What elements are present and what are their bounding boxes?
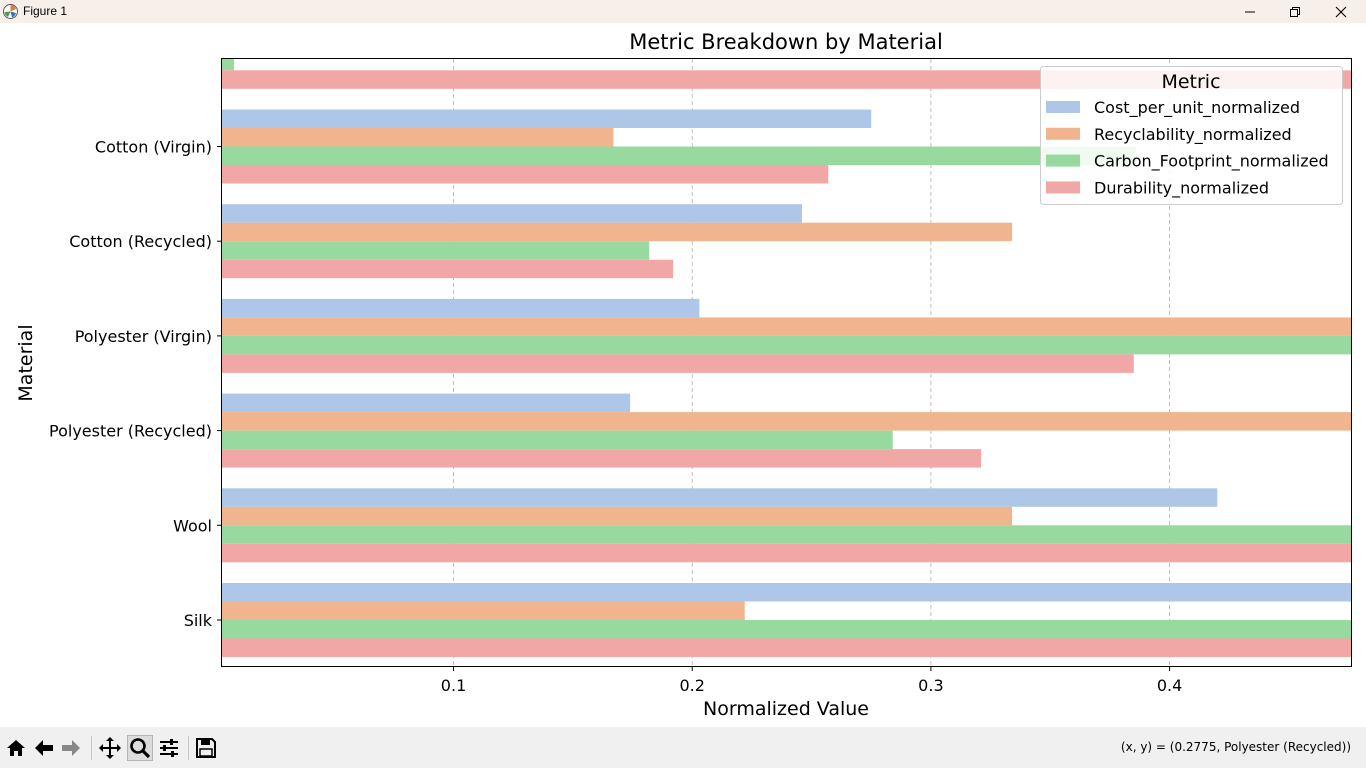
zoom-button[interactable]: [127, 735, 153, 761]
close-button[interactable]: [1318, 0, 1364, 23]
bars: [222, 59, 1351, 657]
bar: [222, 638, 1351, 657]
x-ticks: 0.1 0.2 0.3 0.4: [441, 666, 1182, 695]
legend-box: [1040, 66, 1343, 205]
bar: [222, 109, 872, 128]
toolbar-separator: [188, 736, 189, 760]
bar: [222, 146, 1137, 165]
matplotlib-icon: [3, 4, 18, 19]
legend-swatch: [1046, 101, 1080, 113]
bar: [222, 488, 1218, 507]
bar: [222, 165, 829, 184]
bar: [222, 583, 1351, 602]
legend-entry: Recyclability_normalized: [1094, 125, 1292, 145]
pan-button[interactable]: [97, 735, 123, 761]
navigation-toolbar: (x, y) = (0.2775, Polyester (Recycled)): [0, 727, 1366, 768]
x-axis-label: Normalized Value: [703, 698, 869, 720]
chart-title: Metric Breakdown by Material: [629, 30, 943, 54]
bar: [222, 59, 234, 71]
bar: [222, 543, 1351, 563]
bar: [222, 241, 650, 260]
bar: [222, 601, 745, 620]
forward-button[interactable]: [58, 735, 84, 761]
legend-swatch: [1046, 181, 1080, 194]
toolbar-separator: [91, 736, 92, 760]
forward-arrow-icon: [62, 740, 80, 756]
bar: [222, 222, 1013, 242]
y-ticks: Cotton (Virgin) Cotton (Recycled) Polyeste…: [49, 138, 222, 630]
bar: [222, 335, 1351, 355]
chart: Metric Breakdown by Material Cotton (Vir…: [15, 30, 1352, 720]
bar: [222, 430, 893, 450]
y-tick-label: Polyester (Recycled): [49, 422, 212, 441]
y-tick-label: Cotton (Recycled): [69, 232, 212, 251]
y-tick-label: Silk: [184, 611, 213, 630]
bar: [222, 506, 1013, 526]
legend-entry: Cost_per_unit_normalized: [1094, 98, 1300, 118]
x-tick-label: 0.3: [918, 676, 943, 695]
bar: [222, 412, 1351, 431]
bar: [222, 620, 1351, 639]
back-arrow-icon: [35, 740, 53, 756]
maximize-icon: [1290, 6, 1300, 17]
home-icon: [7, 740, 25, 756]
y-tick-label: Polyester (Virgin): [75, 327, 212, 346]
legend-entry: Carbon_Footprint_normalized: [1094, 152, 1329, 172]
legend-title: Metric: [1161, 71, 1220, 93]
cursor-coordinates: (x, y) = (0.2775, Polyester (Recycled)): [1120, 740, 1351, 754]
bar: [222, 354, 1134, 373]
figure-canvas[interactable]: Metric Breakdown by Material Cotton (Vir…: [0, 23, 1366, 727]
configure-subplots-icon: [160, 739, 178, 757]
window-titlebar: Figure 1: [0, 0, 1366, 23]
bar: [222, 298, 700, 318]
minimize-button[interactable]: [1227, 0, 1273, 23]
legend-swatch: [1046, 127, 1080, 140]
legend: Metric Cost_per_unit_normalized Recyclabi…: [1040, 66, 1343, 205]
home-button[interactable]: [3, 735, 29, 761]
y-tick-label: Wool: [173, 516, 212, 535]
bar: [222, 204, 803, 223]
plot-frame: [221, 58, 1352, 667]
save-icon: [196, 738, 216, 758]
minimize-icon: [1245, 11, 1255, 12]
back-button[interactable]: [31, 735, 57, 761]
x-tick-label: 0.4: [1157, 676, 1182, 695]
configure-subplots-button[interactable]: [156, 735, 182, 761]
pan-icon: [99, 737, 121, 759]
legend-swatch: [1046, 154, 1080, 167]
y-tick-label: Cotton (Virgin): [95, 138, 212, 157]
x-tick-label: 0.2: [679, 676, 704, 695]
legend-entry: Durability_normalized: [1094, 178, 1269, 198]
window-title: Figure 1: [23, 4, 68, 18]
bar: [222, 393, 631, 413]
close-icon: [1335, 6, 1347, 17]
bar: [222, 317, 1351, 336]
x-tick-label: 0.1: [441, 676, 466, 695]
bar: [222, 449, 982, 468]
y-axis-label: Material: [15, 324, 37, 401]
maximize-button[interactable]: [1272, 0, 1318, 23]
zoom-icon: [130, 738, 151, 759]
save-button[interactable]: [193, 735, 219, 761]
bar: [222, 259, 674, 279]
bar: [222, 128, 614, 147]
bar-group: [222, 59, 1351, 657]
bar: [222, 525, 1351, 544]
